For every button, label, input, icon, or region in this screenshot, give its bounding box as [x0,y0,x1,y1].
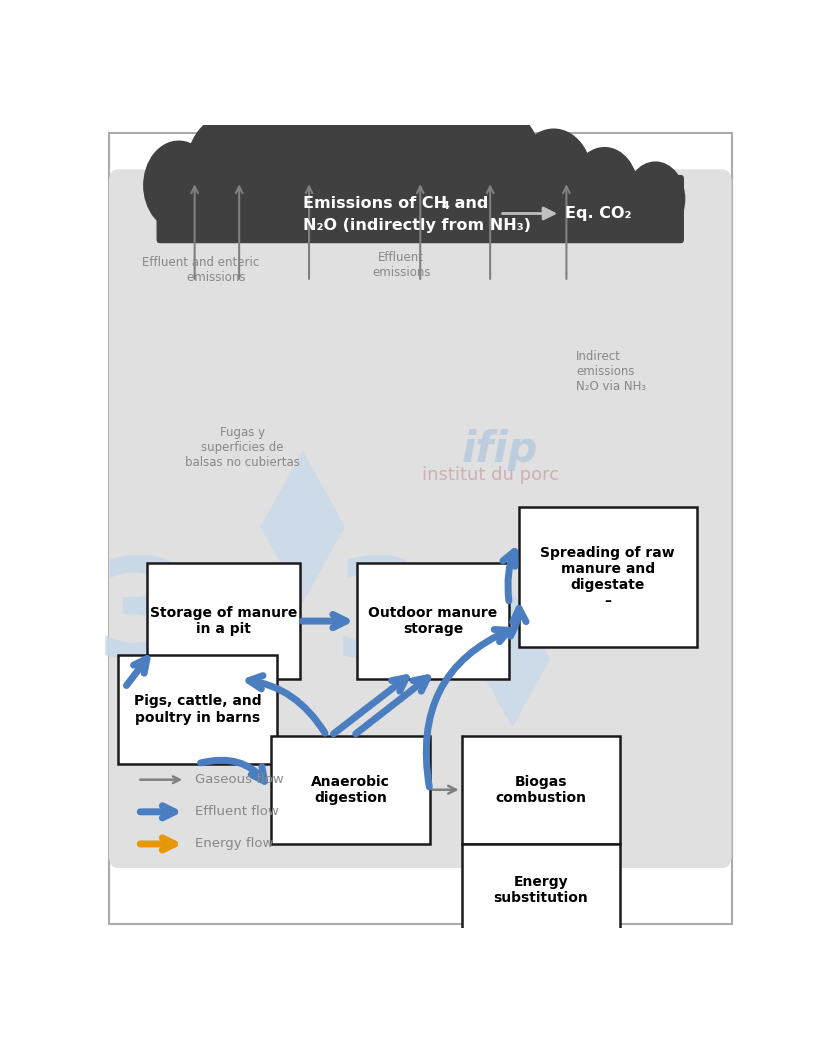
Text: 3: 3 [95,552,192,686]
Text: Fugas y
superficies de
balsas no cubiertas: Fugas y superficies de balsas no cubiert… [184,427,300,469]
Circle shape [626,162,684,236]
Text: Spreading of raw
manure and
digestate
–: Spreading of raw manure and digestate – [540,545,674,608]
Circle shape [186,115,273,224]
Text: ifip: ifip [461,430,537,471]
Circle shape [312,88,414,216]
Polygon shape [260,451,345,603]
FancyBboxPatch shape [518,507,696,647]
Text: Effluent flow: Effluent flow [194,805,278,819]
FancyBboxPatch shape [356,563,509,679]
Text: 4: 4 [441,201,449,212]
Text: Energy
substitution: Energy substitution [493,875,588,905]
Circle shape [383,91,482,216]
Text: Storage of manure
in a pit: Storage of manure in a pit [149,606,296,636]
Text: Anaerobic
digestion: Anaerobic digestion [310,775,389,805]
Circle shape [571,148,637,232]
FancyBboxPatch shape [109,169,731,868]
FancyBboxPatch shape [118,655,277,763]
Text: Emissions of CH: Emissions of CH [302,195,446,211]
Text: Biogas
combustion: Biogas combustion [495,775,586,805]
FancyBboxPatch shape [147,563,299,679]
Text: Indirect
emissions
N₂O via NH₃: Indirect emissions N₂O via NH₃ [575,350,645,393]
Circle shape [515,129,591,225]
Text: Pigs, cattle, and
poultry in barns: Pigs, cattle, and poultry in barns [133,695,261,725]
FancyBboxPatch shape [156,175,683,243]
Text: Effluent
emissions: Effluent emissions [372,251,430,280]
FancyBboxPatch shape [461,735,620,844]
Text: Gaseous flow: Gaseous flow [194,773,283,786]
Text: Outdoor manure
storage: Outdoor manure storage [368,606,497,636]
Text: and: and [449,195,488,211]
Circle shape [143,141,214,229]
Text: Effluent and enteric
        emissions: Effluent and enteric emissions [143,257,260,284]
Text: N₂O (indirectly from NH₃): N₂O (indirectly from NH₃) [302,218,530,233]
Circle shape [451,107,541,220]
Text: Eq. CO₂: Eq. CO₂ [564,207,631,221]
Text: Energy flow: Energy flow [194,838,273,850]
Text: institut du porc: institut du porc [421,465,558,484]
FancyBboxPatch shape [461,844,620,937]
FancyBboxPatch shape [270,735,429,844]
Circle shape [243,95,342,220]
Polygon shape [474,591,550,728]
Text: 3: 3 [333,552,430,686]
FancyBboxPatch shape [109,134,731,924]
